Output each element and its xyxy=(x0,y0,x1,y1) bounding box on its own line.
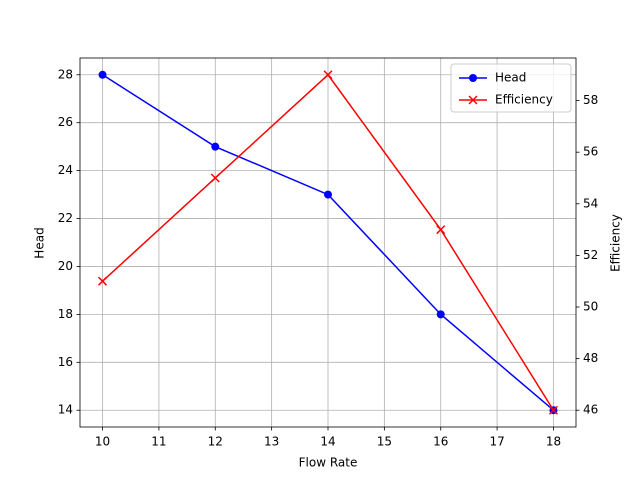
y2-tick-label: 46 xyxy=(583,403,598,417)
legend-marker xyxy=(468,95,478,105)
point xyxy=(436,225,446,235)
y-tick-label: 26 xyxy=(58,115,73,129)
grid xyxy=(80,58,576,427)
y-tick-label: 16 xyxy=(58,355,73,369)
y2-tick-label: 48 xyxy=(583,351,598,365)
y-tick-label: 20 xyxy=(58,259,73,273)
x-tick-label: 11 xyxy=(151,435,166,449)
x-tick-label: 14 xyxy=(320,435,335,449)
y2-axis-label: Efficiency xyxy=(609,214,623,272)
x-tick-label: 18 xyxy=(546,435,561,449)
y2-tick-label: 58 xyxy=(583,93,598,107)
y-tick-label: 22 xyxy=(58,211,73,225)
point xyxy=(98,70,107,79)
x-tick-label: 15 xyxy=(377,435,392,449)
y-tick-label: 28 xyxy=(58,67,73,81)
plot-frame xyxy=(79,57,577,428)
point xyxy=(548,405,558,415)
legend-label: Head xyxy=(495,71,526,85)
point xyxy=(324,190,332,199)
y2-tick-label: 54 xyxy=(583,196,598,210)
x-axis-label: Flow Rate xyxy=(299,456,358,470)
y2-tick-label: 52 xyxy=(583,248,598,262)
legend-marker xyxy=(469,74,477,82)
y-tick-label: 18 xyxy=(58,307,73,321)
x-tick-label: 17 xyxy=(489,435,504,449)
y-tick-label: 14 xyxy=(58,403,73,417)
y-axis-label: Head xyxy=(33,227,47,258)
y2-tick-label: 50 xyxy=(583,300,598,314)
point xyxy=(436,310,445,319)
x-tick-label: 12 xyxy=(208,435,223,449)
point xyxy=(98,276,108,286)
x-tick-label: 13 xyxy=(264,435,279,449)
point xyxy=(210,173,220,183)
point xyxy=(211,142,220,151)
x-tick-label: 10 xyxy=(95,435,110,449)
legend-label: Efficiency xyxy=(495,93,553,107)
point xyxy=(323,70,333,80)
y-tick-label: 24 xyxy=(58,163,73,177)
x-tick-label: 16 xyxy=(433,435,448,449)
y2-tick-label: 56 xyxy=(583,145,598,159)
